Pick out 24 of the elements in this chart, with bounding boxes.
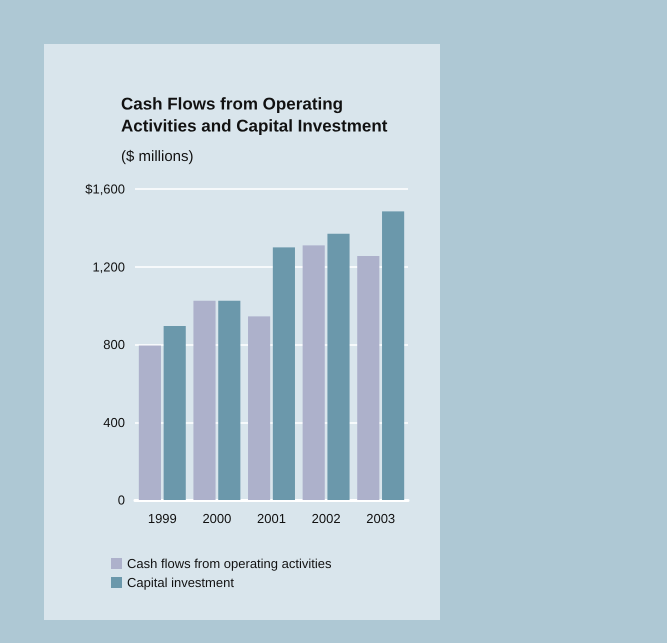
legend-label: Capital investment <box>127 575 234 590</box>
legend-label: Cash flows from operating activities <box>127 556 332 571</box>
x-tick-label: 2003 <box>366 511 396 526</box>
chart-title: Cash Flows from Operating Activities and Capital Investment <box>121 94 388 136</box>
y-tick-label: 1,200 <box>92 259 125 274</box>
bar <box>302 245 325 500</box>
y-tick-label: 0 <box>118 492 125 508</box>
x-tick-label: 2002 <box>312 511 341 526</box>
bar <box>248 316 270 500</box>
bar <box>357 256 380 500</box>
bar <box>193 300 216 500</box>
bar <box>327 234 350 500</box>
bar <box>272 247 295 500</box>
x-tick-label: 1999 <box>148 511 177 526</box>
y-tick-label: 400 <box>103 414 125 430</box>
chart-subtitle: ($ millions) <box>121 148 194 165</box>
bar <box>138 345 161 500</box>
bar <box>164 326 186 500</box>
bar <box>218 300 240 500</box>
y-tick-label: 800 <box>103 337 125 352</box>
x-tick-label: 2000 <box>202 511 232 526</box>
y-tick-label: $1,600 <box>85 182 125 196</box>
bar <box>382 211 404 500</box>
x-tick-label: 2001 <box>257 511 286 526</box>
